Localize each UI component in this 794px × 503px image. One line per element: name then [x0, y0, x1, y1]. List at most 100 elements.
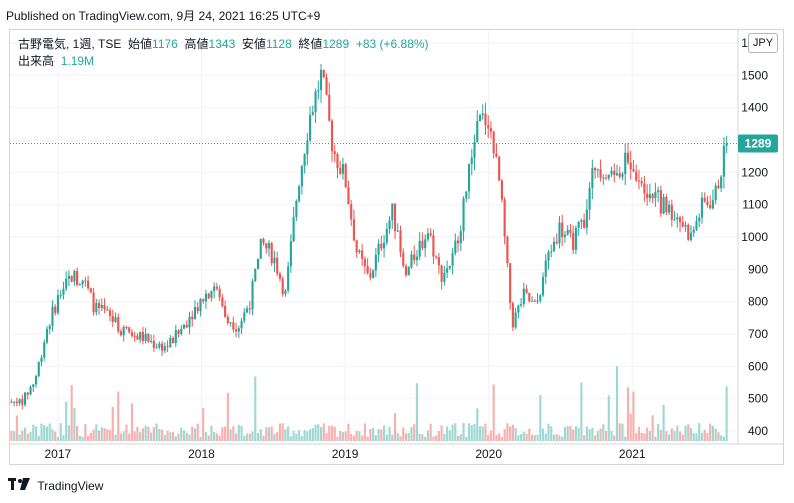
volume-bar [572, 429, 575, 441]
volume-bar [498, 433, 501, 441]
volume-bar [440, 425, 443, 441]
candle-body [514, 312, 517, 328]
volume-bar [111, 406, 114, 441]
volume-bar [215, 433, 218, 441]
volume-bar [383, 425, 386, 441]
candle-body [451, 253, 454, 266]
candle-body [147, 333, 150, 342]
candle-body [687, 224, 690, 240]
time-tick-label: 2017 [45, 447, 72, 461]
volume-bar [328, 425, 331, 441]
tradingview-logo-icon [8, 478, 30, 493]
volume-bar [352, 436, 355, 441]
candle-body [150, 340, 153, 342]
candle-body [210, 291, 213, 299]
legend-close-value: 1289 [322, 37, 350, 51]
candle-body [158, 343, 161, 348]
volume-bar [489, 430, 493, 441]
candle-body [703, 197, 706, 202]
candle-body [119, 331, 123, 336]
candle-body [714, 185, 717, 201]
candle-body [626, 152, 630, 163]
candle-body [13, 401, 16, 403]
candle-body [204, 293, 208, 302]
volume-bar [76, 425, 79, 441]
volume-bar [177, 433, 180, 441]
volume-bar [191, 426, 194, 441]
volume-bar [676, 425, 679, 441]
candle-body [525, 288, 528, 293]
volume-bar [550, 426, 553, 441]
candle-body [224, 305, 227, 318]
volume-bar [45, 426, 49, 441]
volume-bar [421, 434, 424, 441]
candle-body [711, 200, 714, 209]
candle-body [333, 151, 336, 155]
volume-bar [92, 429, 95, 441]
currency-button[interactable]: JPY [748, 33, 778, 53]
time-tick-label: 2020 [475, 447, 502, 461]
candle-body [637, 180, 641, 182]
candle-body [456, 240, 460, 244]
volume-bar [547, 423, 550, 441]
candle-body [388, 220, 391, 230]
candle-body [358, 250, 361, 253]
candle-body [473, 142, 476, 158]
volume-bar [684, 425, 687, 441]
volume-bar [125, 424, 128, 441]
volume-bar [243, 435, 246, 441]
candle-body [366, 266, 369, 274]
volume-bar [221, 427, 224, 441]
volume-bar [166, 430, 169, 441]
volume-bar [637, 426, 641, 441]
volume-bar [51, 429, 54, 441]
volume-bar [429, 423, 432, 441]
volume-bar [24, 427, 27, 441]
candle-body [607, 174, 610, 179]
candle-body [424, 239, 427, 249]
candle-body [111, 315, 114, 322]
volume-bar [18, 434, 21, 441]
candle-body [350, 204, 353, 220]
candle-body [328, 94, 331, 121]
candle-body [615, 173, 619, 176]
volume-bar [29, 432, 32, 441]
candle-body [552, 241, 556, 252]
volume-bar [344, 431, 347, 441]
candle-body [563, 234, 567, 237]
candle-body [51, 306, 54, 326]
volume-bar [306, 431, 309, 441]
candle-body [177, 330, 180, 335]
candle-body [572, 232, 575, 250]
volume-bar [289, 436, 292, 441]
volume-bar [193, 428, 197, 441]
candle-body [596, 169, 599, 171]
volume-bar [618, 423, 621, 441]
volume-bar [114, 434, 117, 441]
volume-bar [210, 425, 213, 441]
candle-body [396, 230, 399, 232]
candle-body [462, 198, 465, 232]
candle-body [700, 197, 704, 218]
legend-low-value: 1128 [265, 37, 292, 51]
volume-bar [511, 424, 514, 441]
volume-bar [298, 430, 301, 441]
volume-bar [391, 434, 394, 441]
volume-bar [89, 432, 92, 441]
candle-body [591, 168, 594, 188]
chart-frame[interactable] [9, 29, 784, 465]
price-tick-label: 700 [748, 327, 768, 341]
candle-body [262, 238, 265, 244]
footer-brand[interactable]: TradingView [8, 478, 103, 496]
volume-bar [500, 436, 503, 441]
candle-body [577, 221, 580, 228]
candle-body [435, 256, 438, 258]
volume-bar [476, 408, 479, 441]
volume-bar [292, 430, 295, 441]
volume-bar [295, 433, 298, 441]
volume-bar [525, 433, 528, 441]
volume-bar [407, 433, 410, 441]
candle-body [265, 243, 268, 249]
candle-body [624, 152, 627, 175]
